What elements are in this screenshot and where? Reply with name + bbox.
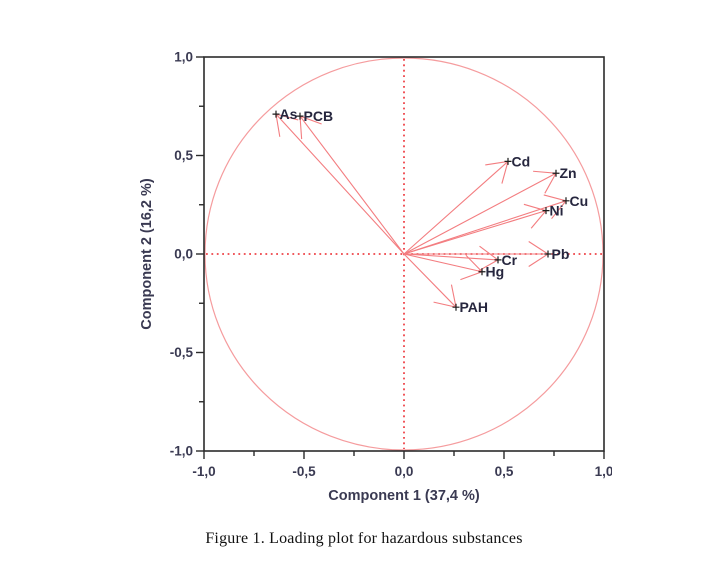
point-marker-Zn: [552, 169, 560, 177]
vector-arrow-Cd: [403, 160, 509, 255]
point-label-PCB: PCB: [304, 108, 334, 124]
point-marker-Cu: [562, 197, 570, 205]
y-tick-label: -1,0: [170, 444, 193, 459]
vector-arrow-Zn: [403, 170, 557, 255]
axis-ticks: [196, 56, 605, 459]
point-marker-PAH: [452, 303, 460, 311]
y-tick-label: -0,5: [170, 345, 194, 360]
y-tick-labels: 1,0 0,5 0,0 -0,5 -1,0: [170, 50, 194, 459]
point-marker-Cr: [494, 256, 502, 264]
x-tick-label: 0,0: [395, 464, 414, 479]
x-tick-label: 1,0: [595, 464, 614, 479]
figure-caption: Figure 1. Loading plot for hazardous sub…: [205, 530, 523, 547]
point-marker-PCB: [296, 112, 304, 120]
point-label-Cd: Cd: [512, 153, 531, 169]
x-tick-labels: -1,0 -0,5 0,0 0,5 1,0: [192, 464, 614, 479]
point-marker-Ni: [542, 207, 550, 215]
point-label-Hg: Hg: [486, 264, 505, 280]
vector-arrow-Hg: [403, 253, 483, 281]
y-tick-label: 1,0: [174, 50, 193, 65]
y-tick-label: 0,0: [174, 247, 193, 262]
y-axis-label: Component 2 (16,2 %): [139, 178, 155, 330]
point-label-Cr: Cr: [502, 252, 518, 268]
point-label-Pb: Pb: [552, 246, 570, 262]
vector-arrow-As: [275, 113, 405, 255]
vector-arrow-PCB: [299, 115, 405, 255]
x-tick-label: -0,5: [292, 464, 316, 479]
y-tick-label: 0,5: [174, 148, 193, 163]
point-marker-As: [272, 110, 280, 118]
vector-arrow-PAH: [403, 253, 457, 308]
point-marker-Cd: [504, 157, 512, 165]
unit-circle: [204, 57, 604, 451]
loading-vectors: [275, 113, 567, 308]
point-label-Ni: Ni: [550, 203, 564, 219]
point-label-Zn: Zn: [560, 165, 577, 181]
point-label-As: As: [280, 106, 298, 122]
point-label-Cu: Cu: [570, 193, 589, 209]
x-tick-label: 0,5: [495, 464, 514, 479]
point-label-PAH: PAH: [460, 299, 489, 315]
vector-arrow-Ni: [403, 203, 547, 255]
x-tick-label: -1,0: [192, 464, 215, 479]
point-marker-Pb: [544, 250, 552, 258]
point-marker-Hg: [478, 268, 486, 276]
x-axis-label: Component 1 (37,4 %): [328, 488, 480, 504]
